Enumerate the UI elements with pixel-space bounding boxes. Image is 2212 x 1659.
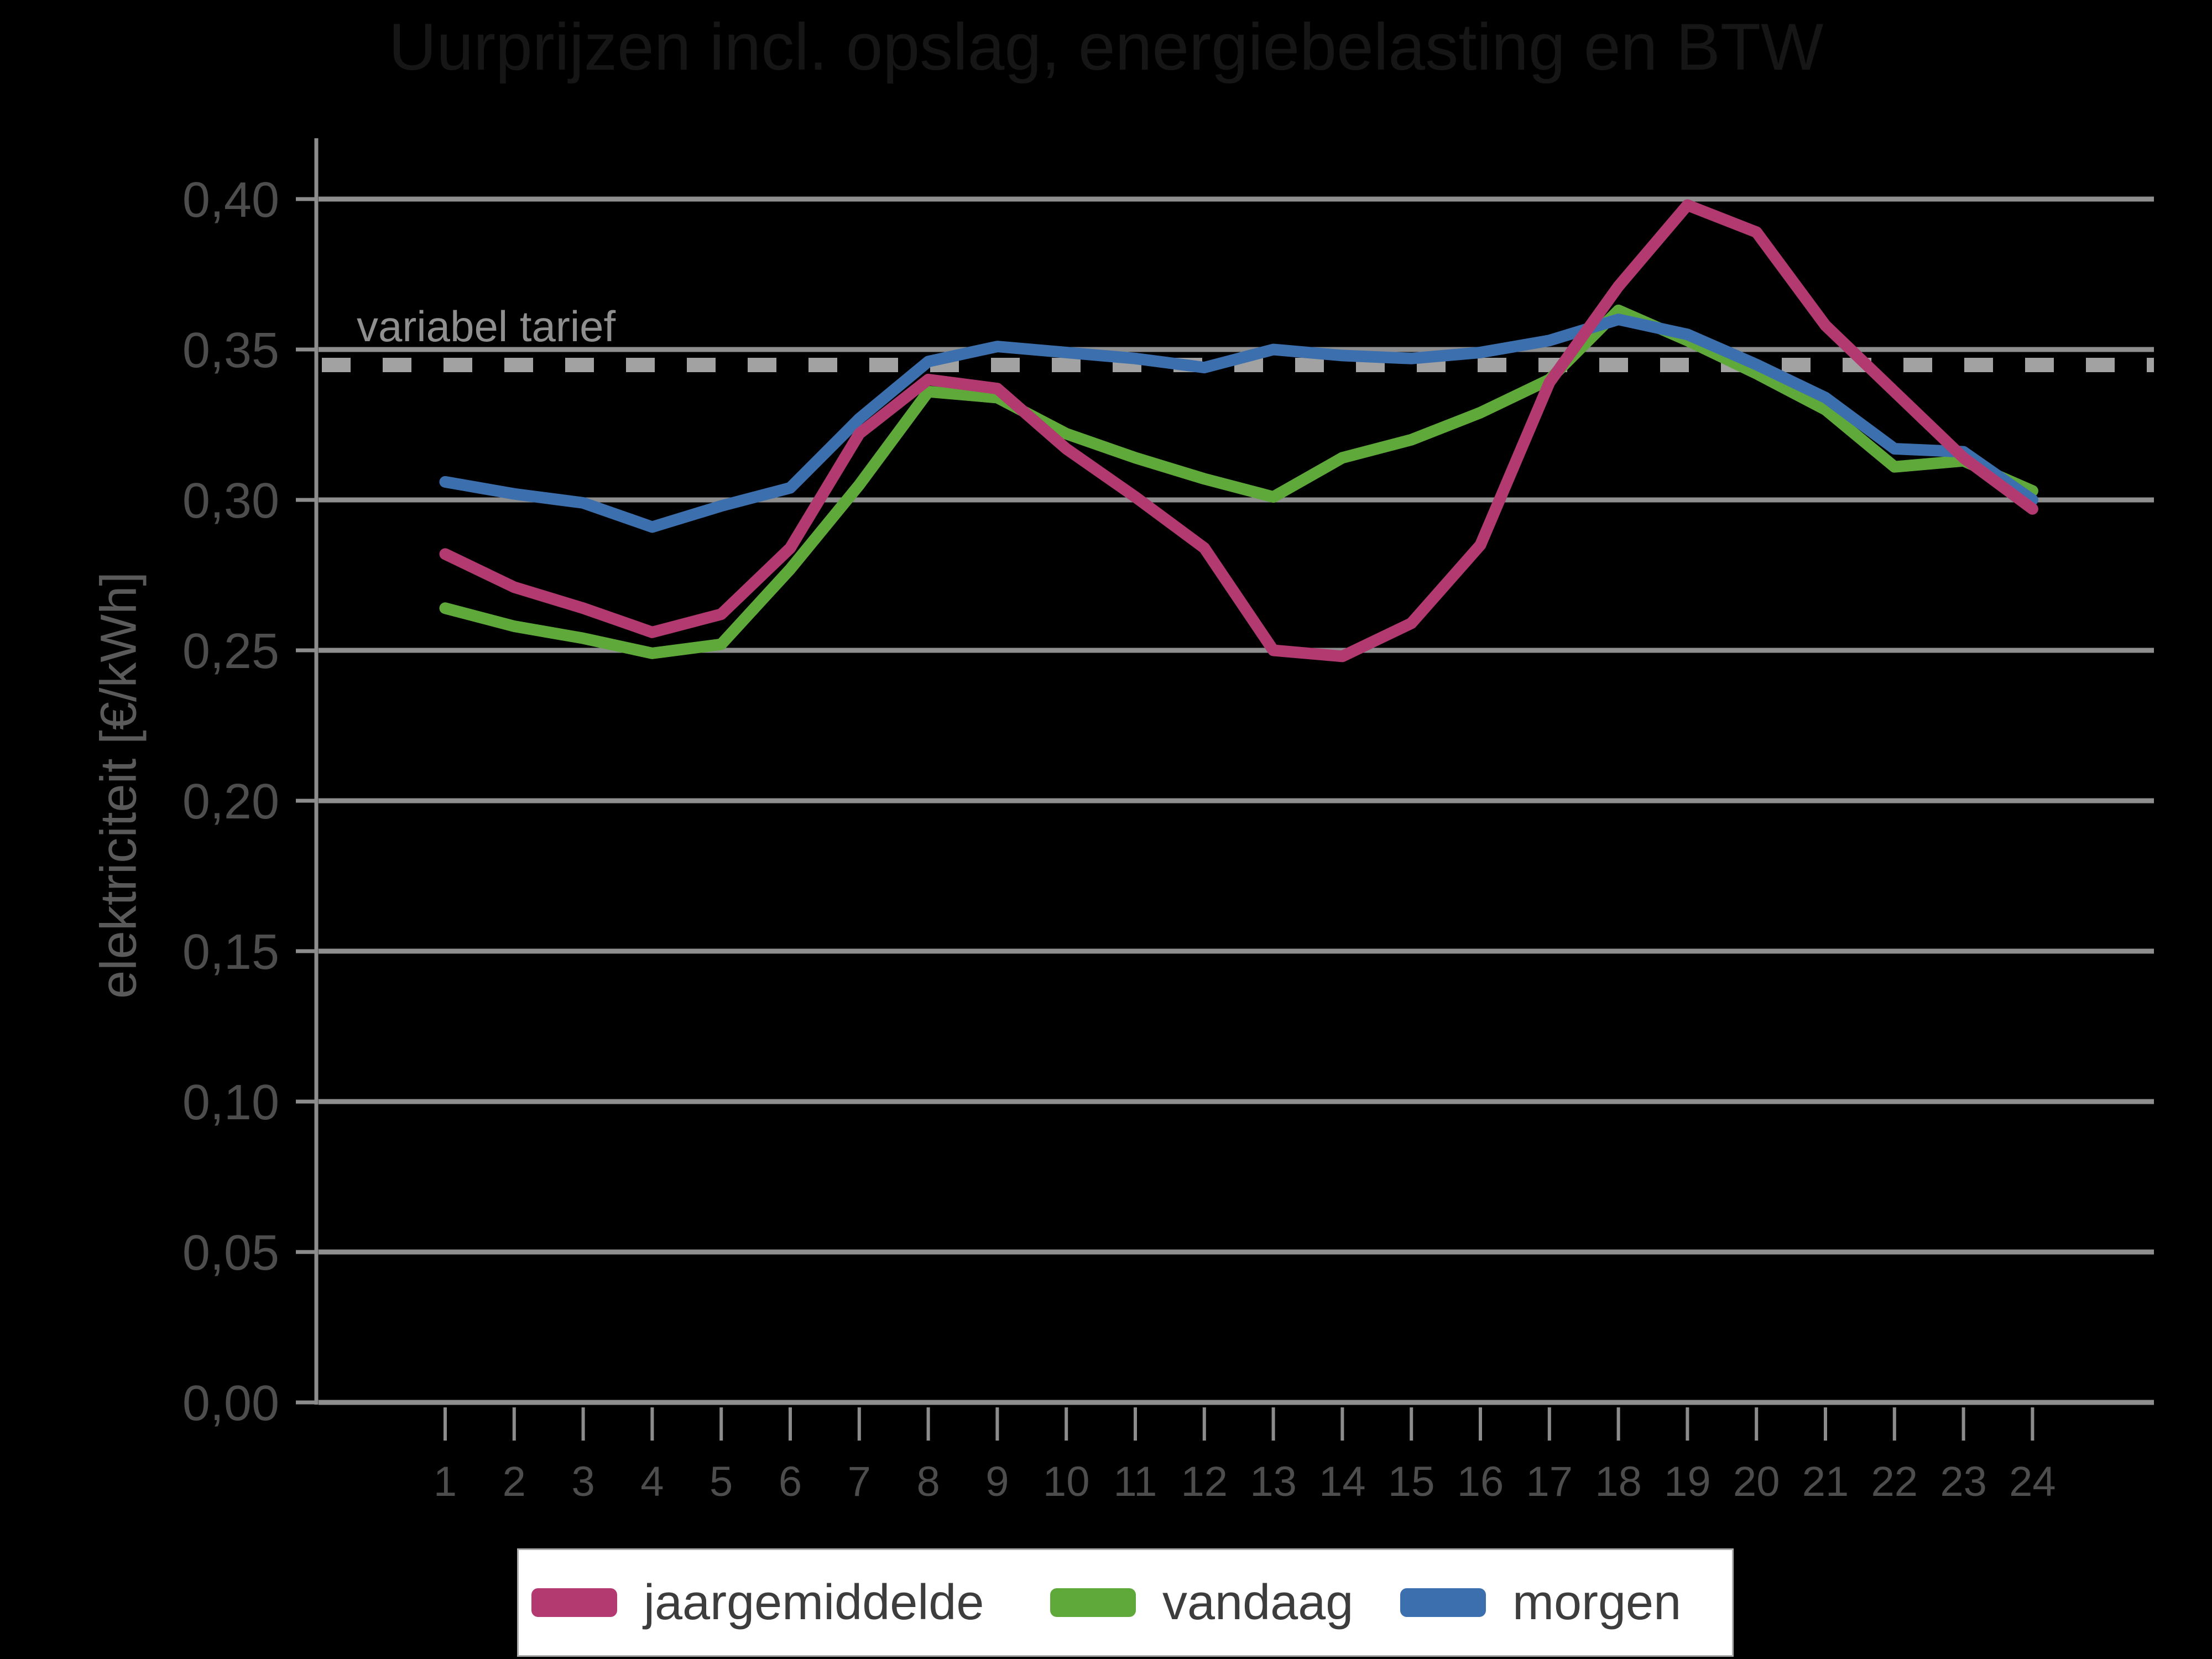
series-line-jaargemiddelde <box>439 199 2038 662</box>
x-tick-label: 6 <box>779 1458 802 1505</box>
x-tick-label: 12 <box>1181 1458 1228 1505</box>
x-tick-label: 2 <box>503 1458 526 1505</box>
legend-swatch-vandaag <box>1050 1588 1136 1617</box>
x-tick-label: 22 <box>1871 1458 1918 1505</box>
x-tick-label: 11 <box>1114 1458 1157 1505</box>
y-tick-label: 0,20 <box>182 774 279 830</box>
y-tick-label: 0,05 <box>182 1225 279 1281</box>
x-tick-label: 16 <box>1457 1458 1504 1505</box>
x-tick-label: 5 <box>709 1458 733 1505</box>
x-tick-label: 7 <box>848 1458 871 1505</box>
y-tick-label: 0,35 <box>182 323 279 378</box>
x-tick-label: 17 <box>1526 1458 1573 1505</box>
legend-swatch-morgen <box>1400 1588 1486 1617</box>
y-tick-label: 0,10 <box>182 1075 279 1130</box>
legend-label: vandaag <box>1162 1574 1354 1630</box>
chart-title: Uurprijzen incl. opslag, energiebelastin… <box>388 10 1824 84</box>
legend-label: jaargemiddelde <box>644 1574 984 1630</box>
y-tick-label: 0,30 <box>182 473 279 529</box>
x-tick-label: 1 <box>434 1458 457 1505</box>
x-tick-label: 3 <box>571 1458 594 1505</box>
series-line-vandaag <box>439 304 2038 659</box>
y-tick-label: 0,40 <box>182 173 279 228</box>
legend-swatch-jaargemiddelde <box>531 1588 617 1617</box>
x-tick-label: 21 <box>1802 1458 1849 1505</box>
legend-item-vandaag: vandaag <box>1050 1550 1353 1655</box>
x-tick-label: 10 <box>1043 1458 1090 1505</box>
y-tick-label: 0,00 <box>182 1376 279 1431</box>
x-tick-label: 4 <box>640 1458 664 1505</box>
x-tick-label: 13 <box>1250 1458 1297 1505</box>
legend: jaargemiddelde vandaag morgen <box>517 1548 1734 1657</box>
x-tick-label: 23 <box>1940 1458 1987 1505</box>
legend-item-jaargemiddelde: jaargemiddelde <box>531 1550 984 1655</box>
x-tick-label: 24 <box>2009 1458 2056 1505</box>
legend-item-morgen: morgen <box>1400 1550 1681 1655</box>
x-tick-label: 9 <box>985 1458 1009 1505</box>
x-tick-label: 8 <box>916 1458 940 1505</box>
variabel-tarief-label: variabel tarief <box>357 302 616 351</box>
x-tick-label: 20 <box>1733 1458 1780 1505</box>
legend-label: morgen <box>1512 1574 1682 1630</box>
x-tick-label: 15 <box>1388 1458 1435 1505</box>
y-tick-label: 0,15 <box>182 925 279 980</box>
y-tick-label: 0,25 <box>182 624 279 679</box>
x-tick-label: 19 <box>1664 1458 1711 1505</box>
series-line-morgen <box>439 314 2038 533</box>
x-tick-label: 14 <box>1319 1458 1366 1505</box>
x-tick-label: 18 <box>1595 1458 1642 1505</box>
